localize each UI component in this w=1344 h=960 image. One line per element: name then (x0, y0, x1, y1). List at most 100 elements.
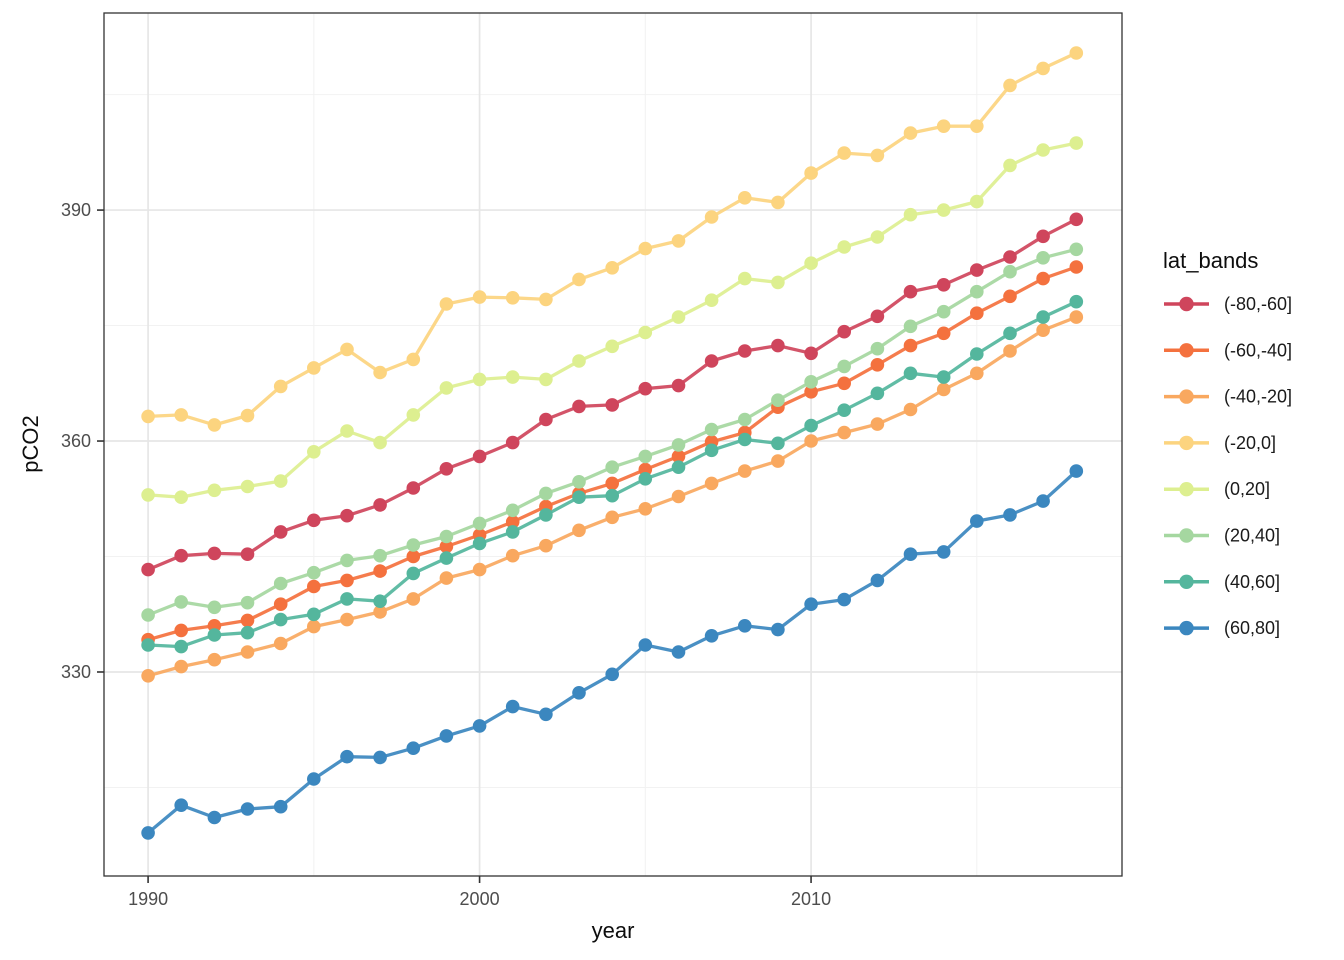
legend-label: (60,80] (1224, 618, 1280, 638)
data-point (1003, 344, 1017, 358)
data-point (439, 529, 454, 544)
data-point (174, 490, 188, 505)
x-axis-title: year (592, 918, 635, 943)
data-point (472, 290, 487, 304)
data-point (903, 366, 918, 381)
data-point (870, 358, 885, 372)
data-point (605, 667, 619, 682)
data-point (671, 449, 686, 464)
data-point (406, 592, 421, 606)
data-point (240, 547, 255, 561)
data-point (870, 417, 885, 431)
data-point (572, 475, 586, 489)
data-point (936, 203, 951, 217)
data-point (472, 719, 487, 733)
data-point (273, 597, 288, 611)
legend-label: (-20,0] (1224, 433, 1276, 453)
data-point (605, 460, 619, 475)
data-point (804, 256, 818, 271)
data-point (439, 381, 454, 395)
data-point (903, 126, 918, 140)
data-point (141, 409, 155, 424)
y-tick-label: 330 (61, 662, 91, 682)
data-point (307, 772, 321, 786)
data-point (472, 372, 487, 387)
data-point (141, 608, 155, 622)
data-point (870, 341, 885, 356)
data-point (771, 622, 785, 637)
data-point (970, 366, 984, 381)
series-line (146, 141, 1078, 499)
data-point (671, 234, 686, 248)
data-point (373, 548, 387, 563)
data-point (870, 309, 885, 324)
data-point (1069, 46, 1084, 60)
data-point (671, 378, 686, 393)
data-point (605, 339, 619, 354)
data-point (207, 600, 222, 615)
grid-layer (104, 13, 1122, 876)
data-point (1036, 143, 1050, 157)
data-point (704, 210, 719, 224)
data-point (1069, 310, 1084, 324)
data-point (340, 592, 354, 606)
data-point (539, 412, 553, 427)
data-point (1003, 289, 1017, 304)
data-point (837, 376, 851, 391)
series-line (146, 469, 1078, 835)
x-tick-label: 2010 (791, 889, 831, 909)
data-point (903, 402, 918, 417)
data-point (1003, 326, 1017, 341)
data-point (903, 319, 918, 334)
data-point (837, 146, 851, 160)
data-point (1069, 212, 1084, 227)
data-point (472, 536, 487, 551)
data-point (804, 346, 818, 361)
data-point (605, 488, 619, 503)
data-point (771, 275, 785, 290)
data-point (505, 548, 520, 563)
legend-item: (-20,0] (1164, 433, 1276, 453)
x-tick-label: 2000 (460, 889, 500, 909)
data-point (704, 422, 719, 437)
data-point (307, 607, 321, 622)
data-point (638, 472, 653, 486)
data-point (738, 412, 752, 427)
data-point (1036, 250, 1050, 265)
data-point (638, 462, 653, 477)
data-point (273, 636, 288, 651)
data-point (505, 291, 520, 305)
data-point (505, 699, 520, 714)
data-point (439, 462, 454, 476)
data-point (307, 565, 321, 580)
data-point (638, 638, 653, 652)
data-point (605, 510, 619, 525)
data-point (406, 741, 421, 755)
series-layer (141, 46, 1084, 840)
data-point (141, 562, 155, 577)
data-point (936, 119, 951, 133)
data-point (936, 326, 951, 341)
data-point (671, 489, 686, 504)
data-point (1069, 464, 1084, 478)
data-point (1003, 158, 1017, 173)
data-point (406, 352, 421, 367)
data-point (704, 443, 719, 458)
data-point (505, 525, 520, 539)
legend-title: lat_bands (1163, 248, 1258, 273)
data-point (605, 476, 619, 491)
data-point (207, 628, 222, 642)
x-tick-label: 1990 (128, 889, 168, 909)
legend-item: (0,20] (1164, 479, 1270, 499)
data-point (273, 612, 288, 627)
data-point (970, 347, 984, 361)
data-point (340, 508, 354, 523)
data-point (870, 573, 885, 588)
data-point (472, 516, 487, 531)
data-point (970, 263, 984, 277)
data-point (870, 386, 885, 401)
data-point (307, 579, 321, 594)
series-line (146, 247, 1078, 617)
data-point (771, 393, 785, 408)
